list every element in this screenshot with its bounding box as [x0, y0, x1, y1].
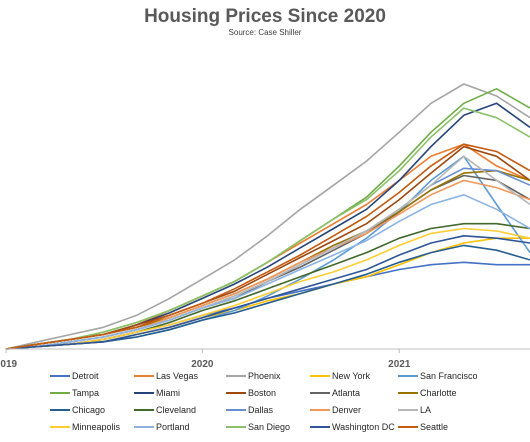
series-line-portland — [5, 194, 530, 350]
x-tick-label: 2021 — [388, 359, 411, 370]
series-line-dallas — [5, 167, 530, 350]
series-line-denver — [5, 179, 530, 350]
series-line-seattle — [5, 143, 530, 350]
x-tick-label: 2020 — [191, 359, 214, 370]
series-layer — [5, 83, 530, 350]
chart-subtitle: Source: Case Shiller — [228, 28, 302, 37]
series-line-phoenix — [5, 83, 530, 350]
series-line-charlotte — [5, 169, 530, 350]
series-line-chicago — [5, 244, 530, 350]
x-axis-ticks: 2019 2020 2021 — [0, 349, 411, 370]
series-line-minneapolis — [5, 227, 530, 350]
series-line-cleveland — [5, 222, 530, 350]
chart-title: Housing Prices Since 2020 — [144, 6, 386, 27]
x-tick-label: 2019 — [0, 359, 18, 370]
series-line-washington-dc — [5, 235, 530, 350]
series-line-san-diego — [5, 107, 530, 350]
